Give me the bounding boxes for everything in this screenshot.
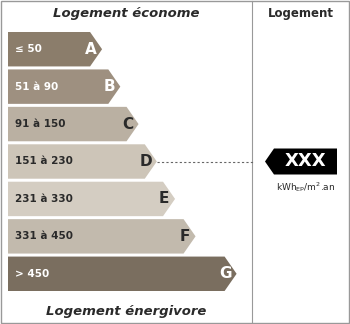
Polygon shape [265, 148, 337, 175]
Text: > 450: > 450 [15, 269, 49, 279]
Text: E: E [159, 191, 169, 206]
Text: C: C [122, 117, 133, 132]
Text: Logement économe: Logement économe [53, 7, 199, 20]
Bar [1, 182, 252, 216]
Text: 91 à 150: 91 à 150 [15, 119, 65, 129]
Bar [1, 107, 252, 141]
Polygon shape [8, 182, 175, 216]
Bar [1, 219, 252, 254]
Text: kWh$_{\mathregular{EP}}$/m$^{\mathregular{2}}$.an: kWh$_{\mathregular{EP}}$/m$^{\mathregula… [276, 180, 335, 194]
Polygon shape [8, 144, 157, 179]
Text: F: F [179, 229, 190, 244]
Text: A: A [85, 42, 97, 57]
Text: D: D [140, 154, 152, 169]
Text: 231 à 330: 231 à 330 [15, 194, 73, 204]
Text: 51 à 90: 51 à 90 [15, 82, 58, 92]
Text: G: G [219, 266, 232, 281]
Polygon shape [8, 257, 237, 291]
Text: B: B [104, 79, 115, 94]
Bar [1, 32, 252, 66]
Polygon shape [8, 219, 196, 254]
Polygon shape [8, 32, 102, 66]
Polygon shape [8, 107, 139, 141]
Text: ≤ 50: ≤ 50 [15, 44, 42, 54]
Polygon shape [8, 69, 120, 104]
Bar [1, 69, 252, 104]
Bar [1, 144, 252, 179]
Text: Logement: Logement [268, 7, 334, 20]
Bar [1, 257, 252, 291]
Text: Logement énergivore: Logement énergivore [46, 305, 206, 318]
Text: XXX: XXX [285, 153, 326, 170]
Text: 151 à 230: 151 à 230 [15, 156, 73, 167]
Text: 331 à 450: 331 à 450 [15, 231, 73, 241]
